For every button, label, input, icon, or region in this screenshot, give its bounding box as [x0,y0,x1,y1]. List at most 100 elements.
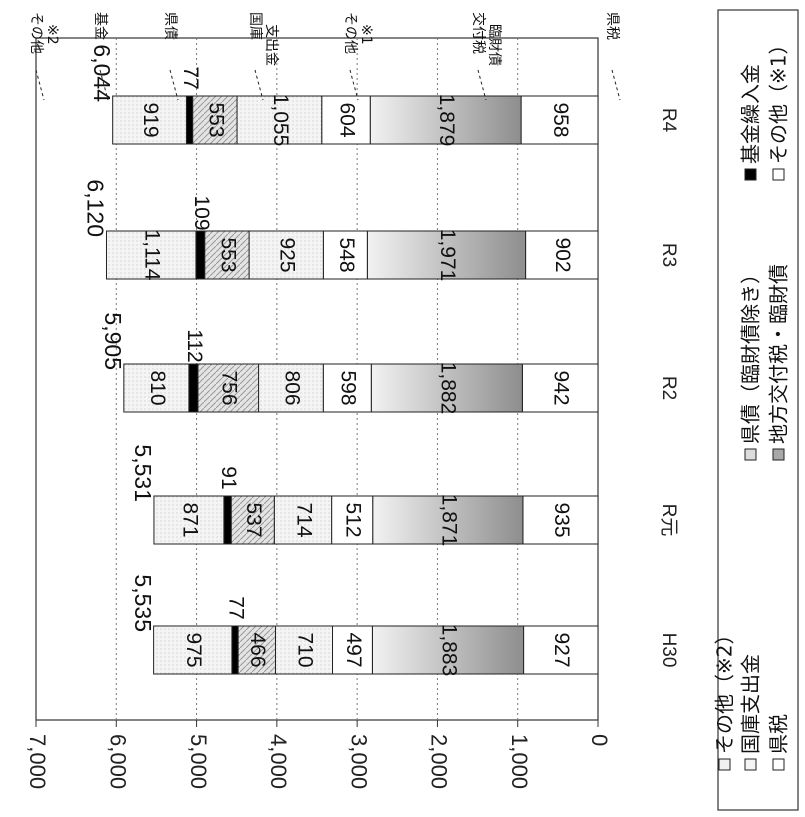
total-label: 5,531 [130,444,156,502]
bar-segment [273,495,333,545]
data-label: 919 [139,102,162,137]
legend-swatch [744,168,757,181]
bar-segment [525,230,599,280]
bar-segment [522,495,599,545]
legend-label: その他（※2） [713,625,737,754]
annotation-leader [169,69,179,101]
bar-segment [322,230,368,280]
annotation-leader [611,69,621,101]
data-label: 1,114 [141,230,164,281]
data-label: 537 [242,502,265,537]
annotation-label-line2: 臨財債 [486,24,502,66]
x-tick-label: R2 [658,376,679,400]
bar-segment [192,95,238,145]
legend-item: 県税 [767,714,791,771]
legend-label: 国庫支出金 [739,654,763,754]
bar-segment [370,363,523,413]
data-label: 871 [178,502,201,537]
annotation-label: その他 [342,12,358,54]
legend-label: 地方交付税・臨財債 [767,264,791,444]
data-label: 902 [551,237,574,272]
legend-box [717,9,799,811]
legend-item: 基金繰入金 [739,64,763,181]
legend-item: その他（※1） [767,35,791,181]
annotation-label-line2: ※1 [358,24,374,45]
bar-segment [369,95,522,145]
data-label: 512 [342,502,365,537]
legend-label: 基金繰入金 [739,64,763,164]
legend-swatch [744,758,757,771]
data-label: 553 [204,102,227,137]
bar-segment [195,230,206,280]
annotation-leader [99,69,109,101]
total-label: 5,905 [100,312,126,370]
bar-segment [258,363,324,413]
bar-segment [248,230,324,280]
annotation-label: 基金 [92,12,109,40]
data-label: 598 [337,370,360,405]
annotation-label: 県債 [162,12,178,40]
data-label: 1,882 [436,362,459,415]
bar-segment [230,495,275,545]
bar-segment [321,95,371,145]
annotation-label: その他 [28,12,44,54]
bar-segment [322,363,372,413]
data-label: 77 [224,596,247,619]
bar-segment [204,230,250,280]
y-tick-label: 6,000 [105,734,130,789]
data-label: 109 [190,195,213,230]
legend-swatch [772,168,785,181]
x-tick-label: R4 [658,108,679,133]
legend-swatch [744,448,757,461]
y-tick-label: 4,000 [266,734,291,789]
annotation-label: 国庫 [247,12,264,40]
data-label: 975 [182,632,205,667]
y-tick-label: 7,000 [25,734,50,789]
bar-segment [185,95,194,145]
bar-segment [366,230,527,280]
data-label: 77 [179,66,202,89]
annotation-label-line2: ※2 [44,24,60,45]
data-label: 958 [549,102,572,137]
x-tick-label: R元 [658,504,679,537]
data-label: 714 [292,502,315,537]
data-label: 1,883 [437,624,460,677]
data-label: 942 [550,370,573,405]
bar-segment [105,230,197,280]
bar-segment [123,363,190,413]
data-label: 806 [280,370,303,405]
legend-item: 県債（臨財債除き） [739,264,763,461]
bar-segment [112,95,187,145]
data-label: 548 [335,237,358,272]
data-label: 553 [216,237,239,272]
bar-segment [523,625,599,675]
data-label: 112 [183,329,206,362]
bar-segment [197,363,260,413]
data-label: 710 [293,632,316,667]
legend-label: 県税 [767,714,791,754]
bar-segment [331,495,374,545]
bar-segment [231,625,239,675]
data-label: 497 [342,632,365,667]
bar-segment [188,363,199,413]
annotation-leader [349,69,359,101]
data-label: 1,055 [269,94,292,147]
legend-item: その他（※2） [713,625,737,771]
y-tick-label: 5,000 [186,734,211,789]
data-label: 604 [335,102,358,137]
y-tick-label: 0 [587,734,612,746]
legend-swatch [718,758,731,771]
annotation-leader [477,69,487,101]
bar-segment [223,495,232,545]
annotation-label: 交付税 [470,12,487,54]
total-label: 6,120 [83,179,109,237]
total-label: 6,044 [89,44,115,102]
legend-label: 県債（臨財債除き） [739,264,763,444]
legend-swatch [772,758,785,771]
legend-item: 国庫支出金 [739,654,763,771]
bar-segment [153,625,233,675]
legend-item: 地方交付税・臨財債 [767,264,791,461]
bar-segment [521,363,599,413]
